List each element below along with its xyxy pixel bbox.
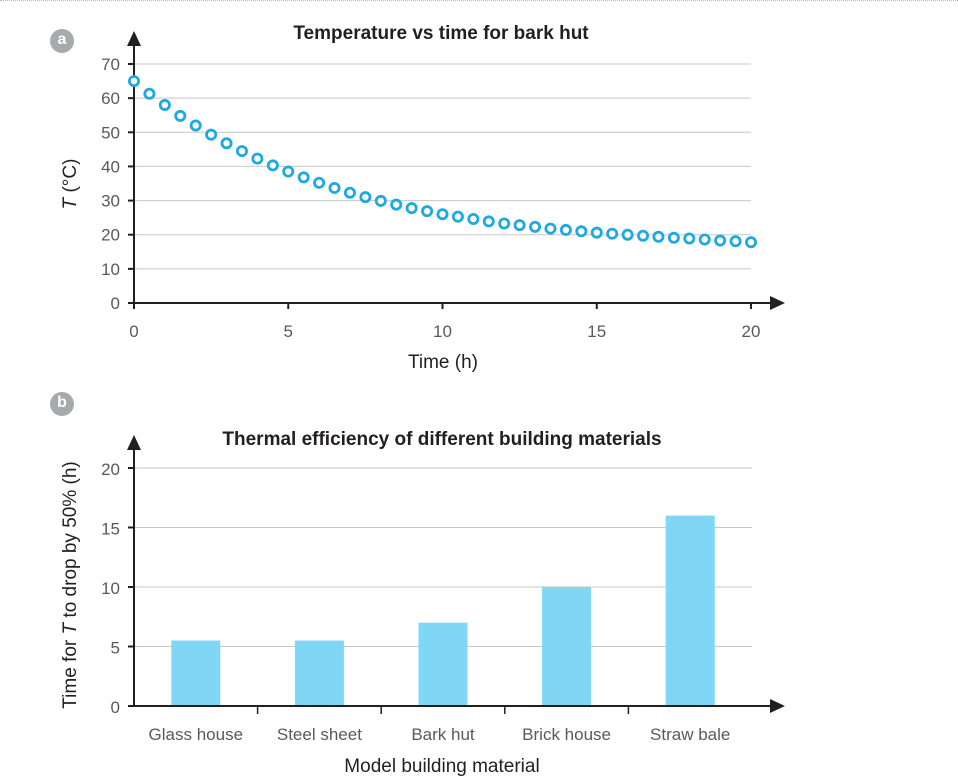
chart-b-x-arrow xyxy=(770,699,785,713)
chart-a-data-point xyxy=(698,233,711,246)
temperature-scatter-chart: Temperature vs time for bark hut 0 10 20 30… xyxy=(60,23,785,373)
chart-a-data-point xyxy=(513,219,526,232)
chart-a-data-point xyxy=(374,194,387,207)
chart-a-data-point xyxy=(667,231,680,244)
chart-b-bar xyxy=(418,622,468,706)
chart-a-data-point xyxy=(652,230,665,243)
chart-b-title: Thermal efficiency of different building… xyxy=(222,429,661,450)
panel-a-badge: a xyxy=(50,29,74,53)
chart-a-y-tick-label: 70 xyxy=(101,55,120,74)
chart-a-data-point xyxy=(451,210,464,223)
chart-a-data-point xyxy=(637,229,650,242)
chart-b-x-axis-label: Model building material xyxy=(344,756,539,777)
chart-a-data-point xyxy=(189,119,202,132)
chart-a-data-point xyxy=(205,128,218,141)
chart-a-data-point xyxy=(328,181,341,194)
chart-b-y-tick-label: 5 xyxy=(111,639,120,658)
chart-b-category-label: Brick house xyxy=(522,725,611,744)
chart-a-data-point xyxy=(575,225,588,238)
chart-b-y-axis-label: Time for T to drop by 50% (h) xyxy=(60,461,81,708)
chart-b-y-tick-label: 15 xyxy=(101,520,120,539)
chart-b-bar xyxy=(665,515,715,706)
top-dotted-border xyxy=(0,0,958,1)
chart-a-x-tick-label: 10 xyxy=(433,322,452,341)
chart-a-data-point xyxy=(143,87,156,100)
chart-a-data-point xyxy=(282,165,295,178)
chart-a-data-point xyxy=(467,213,480,226)
chart-a-data-point xyxy=(436,208,449,221)
chart-a-data-point xyxy=(683,232,696,245)
chart-a-data-point xyxy=(498,217,511,230)
chart-a-data-point xyxy=(158,98,171,111)
chart-a-data-point xyxy=(359,191,372,204)
chart-a-x-tick-label: 0 xyxy=(129,322,138,341)
chart-a-data-point xyxy=(343,186,356,199)
chart-a-axes xyxy=(127,31,785,310)
chart-a-y-label-unit: (°C) xyxy=(60,159,81,198)
chart-a-data-point xyxy=(405,202,418,215)
chart-b-category-label: Bark hut xyxy=(411,725,475,744)
chart-a-y-tick-label: 50 xyxy=(101,123,120,142)
chart-a-gridlines xyxy=(134,63,751,270)
chart-b-category-labels: Glass house Steel sheet Bark hut Brick hous… xyxy=(149,725,731,744)
chart-a-x-tick-label: 20 xyxy=(742,322,761,341)
chart-b-axes xyxy=(127,435,785,714)
chart-b-bar xyxy=(171,640,221,706)
chart-a-data-point xyxy=(266,159,279,172)
chart-a-y-arrow xyxy=(127,31,141,46)
chart-a-data-point xyxy=(544,222,557,235)
chart-a-y-tick-label: 30 xyxy=(101,192,120,211)
chart-a-y-tick-label: 20 xyxy=(101,226,120,245)
chart-a-data-point xyxy=(127,75,140,88)
chart-a-data-point xyxy=(390,198,403,211)
chart-b-y-tick-label: 0 xyxy=(111,698,120,717)
chart-a-points xyxy=(127,75,758,249)
chart-a-data-point xyxy=(529,220,542,233)
chart-a-y-axis-label: T (°C) xyxy=(60,159,81,210)
chart-b-category-label: Straw bale xyxy=(650,725,730,744)
chart-b-y-label-pre: Time for xyxy=(60,634,81,708)
chart-b-y-ticks: 0 5 10 15 20 xyxy=(101,460,120,717)
chart-a-data-point xyxy=(297,171,310,184)
chart-a-data-point xyxy=(621,228,634,241)
chart-a-data-point xyxy=(714,234,727,247)
thermal-efficiency-bar-chart: Thermal efficiency of different building… xyxy=(60,429,785,777)
chart-a-data-point xyxy=(590,226,603,239)
chart-b-bar xyxy=(542,587,592,706)
chart-a-data-point xyxy=(251,152,264,165)
chart-a-data-point xyxy=(235,145,248,158)
chart-b-gridlines xyxy=(134,467,752,647)
chart-a-data-point xyxy=(745,236,758,249)
chart-a-x-tick-label: 5 xyxy=(284,322,293,341)
chart-a-title: Temperature vs time for bark hut xyxy=(293,23,589,44)
chart-b-category-label: Steel sheet xyxy=(277,725,362,744)
chart-a-data-point xyxy=(313,176,326,189)
chart-a-data-point xyxy=(606,227,619,240)
chart-a-data-point xyxy=(559,223,572,236)
chart-a-data-point xyxy=(174,109,187,122)
chart-b-bars xyxy=(171,515,715,706)
chart-a-y-tick-label: 60 xyxy=(101,89,120,108)
chart-a-data-point xyxy=(482,215,495,228)
chart-a-y-ticks: 0 10 20 30 40 50 60 70 xyxy=(101,55,120,313)
chart-a-x-tick-label: 15 xyxy=(587,322,606,341)
chart-b-bar xyxy=(294,640,344,706)
chart-b-y-label-italic: T xyxy=(60,621,81,634)
panel-b-badge: b xyxy=(50,392,74,416)
chart-a-y-tick-label: 0 xyxy=(111,294,120,313)
chart-a-y-tick-label: 10 xyxy=(101,260,120,279)
chart-a-x-axis-label: Time (h) xyxy=(408,352,478,373)
chart-a-y-label-italic: T xyxy=(60,196,81,209)
chart-a-data-point xyxy=(220,137,233,150)
chart-b-y-arrow xyxy=(127,435,141,450)
chart-a-x-ticks: 0 5 10 15 20 xyxy=(129,322,760,341)
chart-a-y-tick-label: 40 xyxy=(101,157,120,176)
chart-b-category-label: Glass house xyxy=(149,725,244,744)
chart-b-y-tick-label: 10 xyxy=(101,579,120,598)
chart-a-data-point xyxy=(421,205,434,218)
chart-a-x-arrow xyxy=(770,296,785,310)
chart-b-y-tick-label: 20 xyxy=(101,460,120,479)
chart-a-data-point xyxy=(729,235,742,248)
chart-b-y-label-post: to drop by 50% (h) xyxy=(60,461,81,623)
